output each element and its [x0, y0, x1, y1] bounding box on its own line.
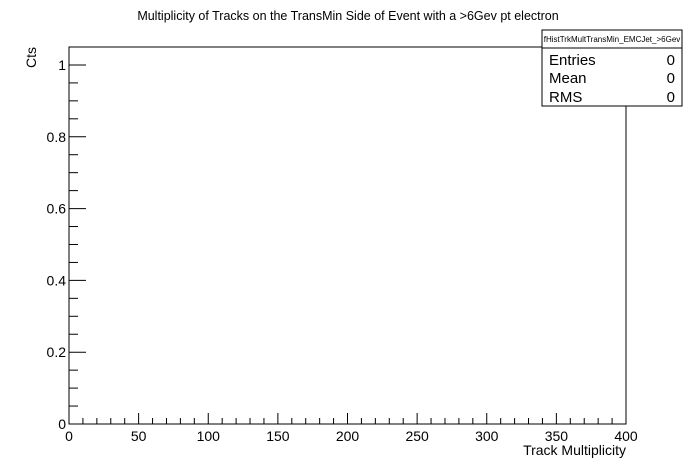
x-tick-label: 0 [65, 428, 73, 444]
stats-entries-label: Entries [549, 52, 596, 69]
chart-title: Multiplicity of Tracks on the TransMin S… [137, 9, 558, 23]
y-tick-label: 0.2 [47, 344, 67, 360]
y-tick-label: 1 [58, 57, 66, 73]
stats-rms-value: 0 [667, 89, 675, 106]
x-tick-label: 100 [197, 428, 221, 444]
x-axis: 0 50 100 150 200 250 300 350 400 [65, 413, 638, 444]
stats-box-title: fHistTrkMultTransMin_EMCJet_>6Gev [544, 35, 681, 44]
stats-mean-value: 0 [667, 70, 675, 87]
x-tick-label: 350 [545, 428, 569, 444]
x-tick-label: 50 [131, 428, 147, 444]
y-tick-label: 0.8 [47, 129, 67, 145]
y-tick-label: 0 [58, 416, 66, 432]
x-axis-label: Track Multiplicity [523, 442, 626, 458]
x-tick-label: 200 [336, 428, 360, 444]
stats-mean-label: Mean [549, 70, 587, 87]
x-tick-label: 400 [614, 428, 638, 444]
stats-entries-value: 0 [667, 52, 675, 69]
x-tick-label: 300 [475, 428, 499, 444]
stats-box: fHistTrkMultTransMin_EMCJet_>6Gev Entrie… [541, 29, 683, 107]
x-tick-label: 150 [266, 428, 290, 444]
x-tick-label: 250 [405, 428, 429, 444]
stats-box-frame [541, 29, 683, 107]
y-axis: 0 0.2 0.4 0.6 0.8 1 [47, 46, 86, 432]
y-tick-label: 0.4 [47, 272, 67, 288]
y-tick-label: 0.6 [47, 201, 67, 217]
y-axis-label: Cts [23, 47, 39, 68]
stats-rms-label: RMS [549, 89, 582, 106]
